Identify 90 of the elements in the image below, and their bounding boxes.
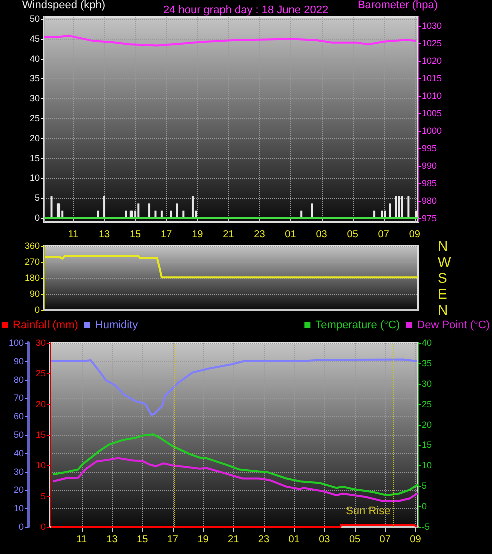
y-tick-label: 0 (34, 305, 40, 315)
line-series (50, 358, 418, 416)
x-tick-label: 01 (285, 230, 297, 240)
y2-tick-label: 1020 (422, 56, 442, 66)
y3-tick-label: 0 (422, 502, 428, 512)
text: N (438, 238, 448, 254)
x-tick-label: 21 (223, 230, 235, 240)
text: E (438, 286, 448, 302)
ref-line-label: Sun Rise (346, 506, 391, 518)
y2-tick-label: 1015 (422, 73, 442, 84)
text: W (438, 254, 452, 270)
y3-tick-label: 20 (422, 420, 432, 430)
y2-tick-label: 995 (422, 143, 438, 154)
x-tick-label: 09 (410, 534, 422, 546)
x-tick-label: 03 (316, 230, 328, 240)
x-tick-label: 07 (378, 230, 390, 240)
x-tick-label: 21 (228, 534, 240, 546)
chart-title: 24 hour graph day : 18 June 2022 (163, 4, 329, 16)
y-tick-label: 20 (30, 133, 40, 144)
y3-tick-label: 40 (422, 338, 432, 348)
y-tick-label: 5 (34, 193, 40, 204)
line-series (44, 255, 419, 279)
legend-label: Humidity (95, 320, 139, 332)
x-tick-label: 23 (258, 534, 270, 546)
y-tick-label: 180 (24, 273, 40, 283)
y-tick-label: 15 (30, 153, 40, 164)
x-tick-label: 07 (380, 534, 392, 546)
x-tick-label: 03 (319, 534, 331, 546)
y-tick-label: 10 (30, 173, 40, 184)
x-tick-label: 17 (161, 230, 173, 240)
y-tick-label: 45 (30, 34, 40, 44)
y2-tick-label: 1005 (422, 108, 442, 118)
y-tick-label: 35 (30, 74, 40, 84)
x-tick-label: 05 (347, 230, 359, 240)
y-tick-label: 90 (30, 289, 40, 299)
y-tick-label: 30 (30, 94, 40, 104)
x-tick-label: 19 (192, 230, 204, 240)
x-tick-label: 23 (254, 230, 266, 240)
x-tick-label: 13 (106, 534, 118, 546)
text: S (438, 270, 448, 286)
y2-tick-label: 975 (422, 213, 438, 224)
y2-tick-label: 1010 (422, 90, 442, 101)
x-tick-label: 15 (130, 230, 142, 240)
y-tick-label: 10 (14, 504, 24, 514)
y2-tick-label: 1030 (422, 20, 442, 31)
y-tick-label: 30 (14, 466, 24, 477)
y3-tick-label: 15 (422, 440, 432, 450)
y-tick-label: 40 (14, 448, 24, 458)
y2-tick-label: 985 (422, 178, 438, 188)
y-tick-label: 70 (14, 393, 24, 404)
x-tick-label: 19 (198, 534, 210, 546)
x-tick-label: 11 (68, 230, 80, 240)
y2-tick-label: 980 (422, 196, 438, 206)
x-tick-label: 11 (76, 534, 88, 546)
y-tick-label: 80 (14, 374, 24, 385)
x-tick-label: 01 (288, 534, 300, 546)
y-tick-label: 100 (8, 338, 24, 348)
y-tick-label: 60 (14, 412, 24, 422)
legend-label: Rainfall (mm) (13, 320, 78, 332)
y-tick-label: 270 (24, 257, 40, 267)
y3-tick-label: 25 (422, 399, 432, 410)
x-tick-label: 05 (349, 534, 362, 546)
y-tick-label: 360 (24, 241, 40, 251)
y-tick-label: 50 (30, 14, 40, 24)
x-tick-label: 13 (98, 230, 111, 240)
y-tick-label: 40 (30, 54, 40, 64)
x-tick-label: 17 (167, 534, 179, 546)
y-tick-label: 0 (18, 522, 24, 532)
y3-tick-label: 30 (422, 378, 432, 389)
legend-label: Temperature (°C) (316, 320, 400, 332)
y2-tick-label: 1000 (422, 126, 442, 136)
y3-tick-label: 35 (422, 358, 432, 368)
x-tick-label: 15 (137, 534, 149, 546)
y-tick-label: 50 (14, 430, 24, 440)
y2-tick-label: 990 (422, 160, 438, 171)
y-tick-label: 90 (14, 356, 24, 366)
y-tick-label: 20 (14, 485, 24, 496)
x-tick-label: 09 (409, 230, 421, 240)
y3-tick-label: -5 (422, 522, 430, 532)
y3-tick-label: 10 (422, 460, 432, 471)
y-tick-label: 0 (34, 213, 40, 224)
line-series (43, 34, 418, 47)
y2-axis-title: Barometer (hpa) (358, 0, 438, 12)
line-series (52, 457, 419, 502)
y3-tick-label: 5 (422, 481, 428, 492)
y-tick-label: 25 (30, 114, 40, 124)
y2-tick-label: 1025 (422, 38, 442, 48)
y-axis-title: Windspeed (kph) (22, 0, 106, 12)
text: N (438, 302, 448, 318)
legend-label: Dew Point (°C) (417, 320, 490, 332)
